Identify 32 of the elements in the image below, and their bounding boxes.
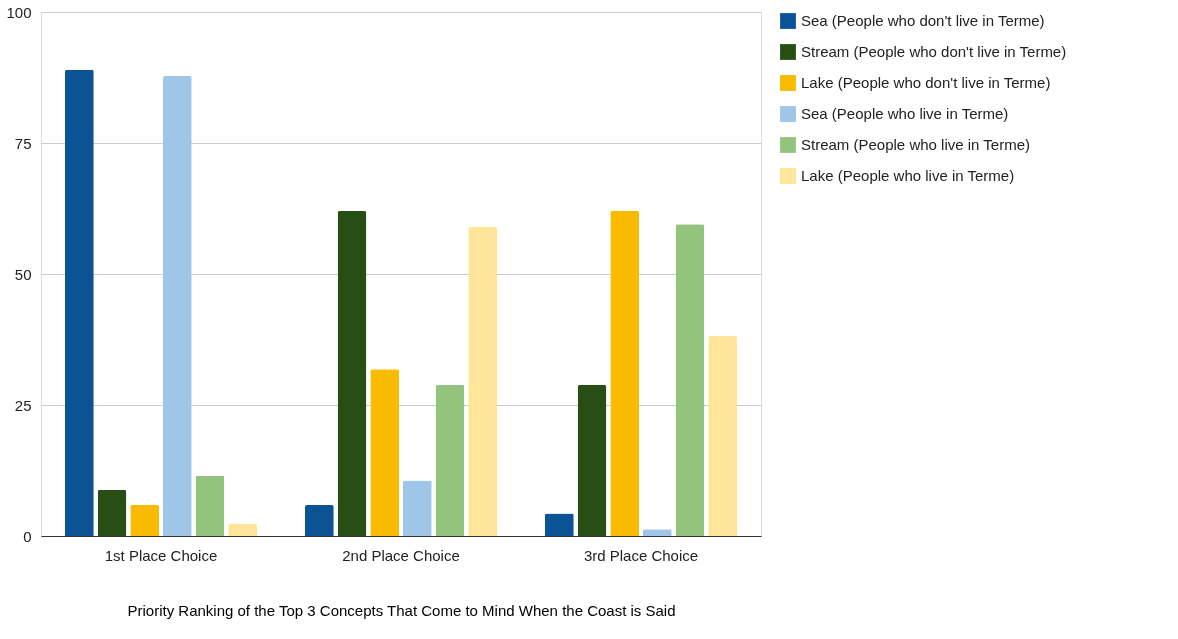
y-tick-label: 100 bbox=[6, 3, 32, 21]
bar bbox=[65, 69, 94, 536]
bar bbox=[130, 505, 160, 536]
legend-label: Sea (People who live in Terme) bbox=[801, 105, 1009, 122]
x-axis-title: Priority Ranking of the Top 3 Concepts That Come to Mind When the Coast is Said bbox=[127, 601, 676, 619]
x-tick-label: 2nd Place Choice bbox=[342, 546, 460, 564]
bar bbox=[468, 226, 497, 536]
legend-label: Lake (People who don't live in Terme) bbox=[801, 74, 1051, 91]
y-tick-label: 0 bbox=[23, 527, 32, 545]
y-tick-label: 75 bbox=[14, 134, 32, 152]
bar bbox=[97, 489, 127, 536]
x-tick-label: 3rd Place Choice bbox=[583, 546, 699, 564]
bar bbox=[195, 475, 225, 536]
legend-label: Sea (People who don't live in Terme) bbox=[801, 12, 1045, 29]
bar bbox=[435, 385, 465, 536]
bar bbox=[228, 523, 257, 536]
bar bbox=[577, 385, 607, 536]
bar bbox=[708, 335, 737, 536]
bar bbox=[162, 75, 192, 536]
legend-label: Stream (People who live in Terme) bbox=[801, 136, 1030, 153]
legend-label: Stream (People who don't live in Terme) bbox=[801, 43, 1067, 60]
bar bbox=[675, 224, 705, 536]
bar bbox=[370, 369, 400, 536]
bar bbox=[402, 480, 432, 536]
y-tick-label: 50 bbox=[14, 265, 32, 283]
bar bbox=[337, 211, 367, 536]
x-tick-label: 1st Place Choice bbox=[104, 546, 218, 564]
bar bbox=[545, 513, 574, 536]
y-tick-label: 25 bbox=[14, 396, 32, 414]
bar bbox=[305, 505, 334, 536]
legend-label: Lake (People who live in Terme) bbox=[801, 167, 1015, 184]
bar bbox=[610, 211, 640, 536]
